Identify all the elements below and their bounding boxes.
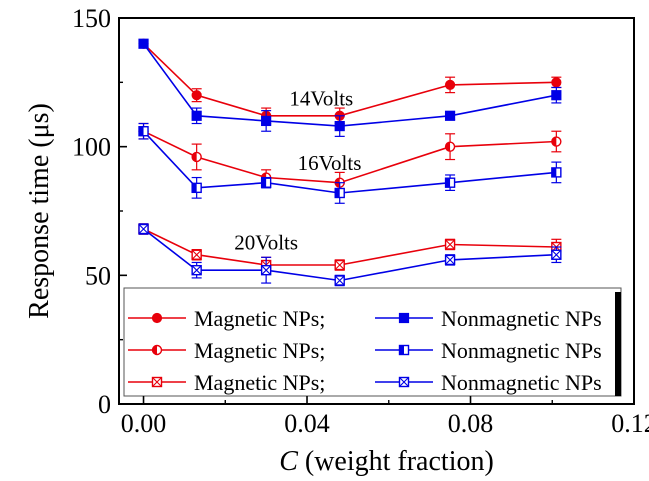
data-point (192, 250, 201, 259)
data-point (335, 261, 344, 270)
data-point (192, 152, 201, 161)
y-tick-label: 0 (98, 390, 111, 419)
legend-label: Nonmagnetic NPs (441, 370, 602, 395)
data-point (139, 39, 148, 48)
data-point (335, 122, 344, 131)
x-tick-label: 0.00 (121, 409, 167, 438)
legend-label: Nonmagnetic NPs (441, 338, 602, 363)
data-point (262, 178, 271, 187)
annotation-14volts: 14Volts (289, 86, 353, 110)
legend-marker (400, 346, 409, 355)
legend-marker (400, 378, 409, 387)
data-point (139, 225, 148, 234)
series-5 (139, 224, 562, 273)
y-axis-title: Response time (μs) (24, 103, 55, 319)
legend-label: Magnetic NPs; (194, 370, 325, 395)
series-1 (139, 39, 562, 123)
data-point (552, 250, 561, 259)
annotation-20volts: 20Volts (234, 231, 298, 255)
data-point (192, 266, 201, 275)
y-tick-label: 100 (72, 133, 111, 162)
data-point (262, 266, 271, 275)
data-point (446, 80, 455, 89)
x-tick-label: 0.08 (448, 409, 494, 438)
data-point (139, 127, 148, 136)
legend-marker (153, 346, 162, 355)
data-point (552, 91, 561, 100)
annotation-16volts: 16Volts (298, 151, 362, 175)
data-point (446, 255, 455, 264)
data-point (446, 111, 455, 120)
y-tick-label: 150 (72, 4, 111, 33)
legend-marker (153, 314, 162, 323)
data-point (552, 168, 561, 177)
data-point (446, 178, 455, 187)
x-axis-title: C (weight fraction) (279, 446, 494, 477)
legend: Magnetic NPs; Nonmagnetic NPs Magnetic NPs… (124, 288, 621, 396)
data-point (192, 183, 201, 192)
x-tick-label: 0.04 (284, 409, 330, 438)
legend-marker (400, 314, 409, 323)
plot-layer: 14Volts 16Volts 20Volts (139, 39, 562, 285)
x-tick-label: 0.12 (611, 409, 649, 438)
axes: 0.00 0.04 0.08 0.12 0 50 100 150 C (weight fract… (24, 4, 649, 477)
legend-label: Magnetic NPs; (194, 338, 325, 363)
data-point (446, 142, 455, 151)
data-point (192, 91, 201, 100)
data-point (192, 111, 201, 120)
data-point (335, 276, 344, 285)
legend-shadow (615, 292, 621, 396)
legend-marker (153, 378, 162, 387)
legend-label: Nonmagnetic NPs (441, 306, 602, 331)
data-point (552, 78, 561, 87)
data-point (335, 188, 344, 197)
legend-label: Magnetic NPs; (194, 306, 325, 331)
data-point (262, 116, 271, 125)
series-line (144, 229, 557, 265)
series-line (144, 229, 557, 281)
data-point (552, 137, 561, 146)
y-tick-label: 50 (85, 261, 111, 290)
data-point (446, 240, 455, 249)
